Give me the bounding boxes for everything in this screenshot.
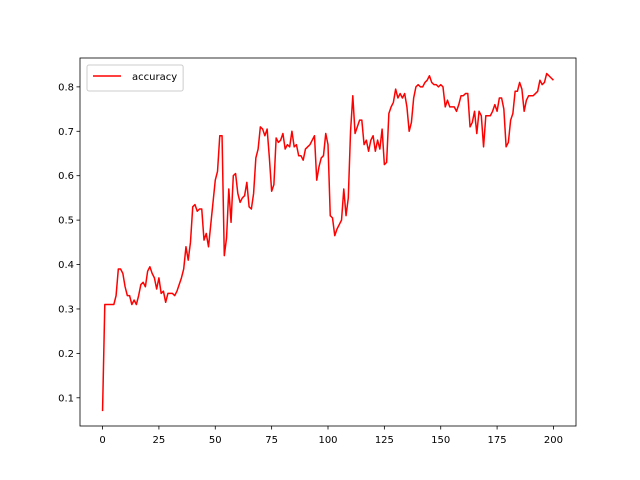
x-tick-label: 0: [99, 435, 105, 446]
x-tick-label: 175: [488, 435, 507, 446]
x-tick-label: 125: [375, 435, 394, 446]
y-tick-label: 0.4: [58, 260, 74, 271]
legend: accuracy: [86, 64, 184, 92]
x-tick-label: 200: [544, 435, 563, 446]
x-tick-label: 75: [265, 435, 278, 446]
y-tick-label: 0.8: [58, 82, 74, 93]
legend-box: [86, 64, 184, 92]
x-tick-label: 50: [209, 435, 222, 446]
y-tick-label: 0.2: [58, 349, 74, 360]
x-tick-label: 25: [153, 435, 166, 446]
y-tick-label: 0.7: [58, 127, 74, 138]
x-tick-label: 100: [318, 435, 337, 446]
x-tick-label: 150: [431, 435, 450, 446]
y-tick-label: 0.1: [58, 393, 74, 404]
y-tick-label: 0.5: [58, 216, 74, 227]
y-tick-label: 0.3: [58, 304, 74, 315]
data-line: [101, 72, 554, 412]
plot-frame: [79, 57, 577, 427]
legend-label: accuracy: [132, 72, 177, 83]
y-tick-label: 0.6: [58, 171, 74, 182]
